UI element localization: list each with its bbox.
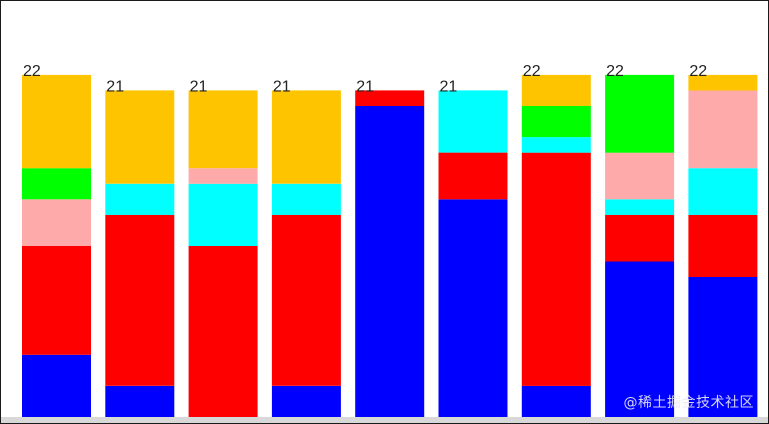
bar-segment-8-series-3: [605, 199, 675, 215]
bar-total-label-6: 21: [440, 78, 458, 95]
bar-segment-1-series-1: [22, 354, 91, 417]
bar-segment-5-series-2: [355, 90, 425, 106]
bar-segment-3-series-6: [188, 90, 258, 169]
bar-segment-3-series-4: [188, 168, 258, 184]
bar-segment-2-series-1: [105, 385, 175, 417]
bar-total-label-1: 22: [23, 63, 41, 80]
bar-segment-2-series-6: [105, 90, 175, 184]
bar-segment-2-series-3: [105, 183, 175, 215]
bar-total-label-8: 22: [606, 63, 624, 80]
bar-segment-2-series-2: [105, 214, 175, 386]
bar-total-label-7: 22: [523, 63, 541, 80]
bars-layer: [22, 74, 758, 417]
bar-segment-8-series-4: [605, 152, 675, 200]
bar-segment-4-series-1: [271, 385, 341, 417]
bar-segment-7-series-5: [521, 106, 591, 138]
bar-segment-5-series-1: [355, 106, 425, 417]
bar-segment-6-series-3: [438, 90, 508, 153]
bar-segment-9-series-3: [688, 168, 758, 215]
bar-total-label-9: 22: [689, 63, 707, 80]
bar-segment-9-series-6: [688, 74, 758, 91]
bar-segment-8-series-5: [605, 74, 675, 153]
bottom-strip: [1, 417, 768, 423]
bar-segment-1-series-6: [22, 74, 91, 169]
bar-segment-8-series-2: [605, 214, 675, 262]
bar-segment-9-series-4: [688, 90, 758, 169]
bar-segment-7-series-1: [521, 385, 591, 417]
bar-segment-1-series-5: [22, 168, 91, 200]
bar-segment-6-series-1: [438, 199, 508, 417]
bar-segment-1-series-4: [22, 199, 91, 246]
bar-segment-7-series-6: [521, 74, 591, 106]
bar-total-label-3: 21: [190, 78, 208, 95]
bar-segment-4-series-6: [271, 90, 341, 184]
bar-segment-1-series-2: [22, 245, 91, 355]
bar-segment-6-series-2: [438, 152, 508, 200]
total-labels-layer: 22 21 21 21 21 21 22 22 22: [23, 63, 707, 96]
bar-total-label-4: 21: [273, 78, 291, 95]
bar-segment-9-series-1: [688, 277, 758, 417]
bar-segment-7-series-3: [521, 137, 591, 153]
bar-segment-8-series-1: [605, 261, 675, 417]
bar-segment-4-series-2: [271, 214, 341, 386]
bar-segment-4-series-3: [271, 183, 341, 215]
bar-segment-3-series-3: [188, 183, 258, 246]
bar-segment-3-series-2: [188, 245, 258, 417]
watermark-text: @稀土掘金技术社区: [623, 395, 754, 411]
bar-segment-9-series-2: [688, 214, 758, 277]
bar-total-label-5: 21: [356, 78, 374, 95]
bar-total-label-2: 21: [106, 78, 124, 95]
bar-segment-7-series-2: [521, 152, 591, 386]
